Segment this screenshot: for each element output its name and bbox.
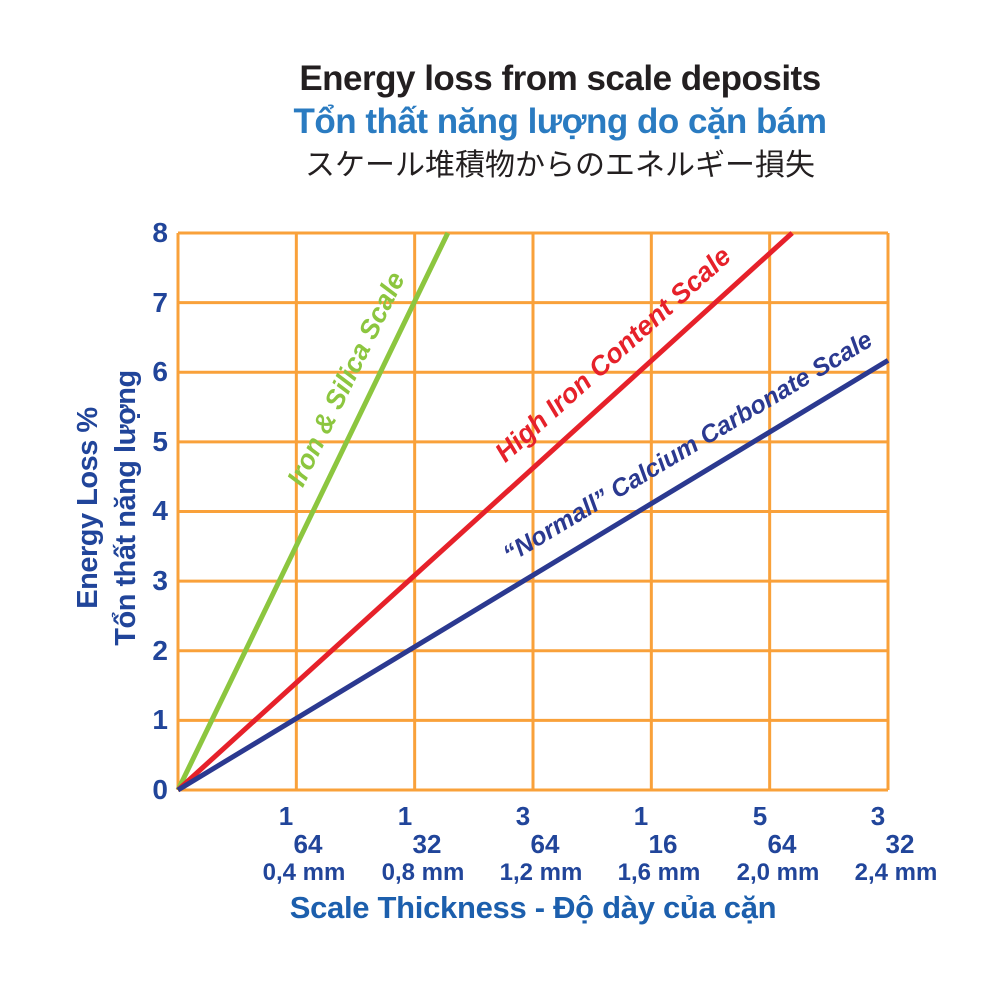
x-tick-mm: 0,8 mm bbox=[381, 859, 465, 886]
x-tick-numerator: 1 bbox=[278, 801, 294, 831]
series-label-iron-silica: Iron & Silica Scale bbox=[281, 267, 411, 491]
y-tick-2: 2 bbox=[152, 635, 168, 666]
x-tick-mm: 1,6 mm bbox=[617, 859, 701, 886]
x-tick-numerator: 5 bbox=[752, 801, 768, 831]
x-tick-numerator: 3 bbox=[870, 801, 886, 831]
chart-title-japanese: スケール堆積物からのエネルギー損失 bbox=[305, 149, 815, 182]
x-tick-denominator: 16 bbox=[648, 829, 678, 859]
y-tick-8: 8 bbox=[152, 217, 168, 248]
chart-title-english: Energy loss from scale deposits bbox=[299, 59, 821, 98]
x-tick-mm: 2,4 mm bbox=[854, 859, 938, 886]
x-tick-5-64: 5 64 2,0 mm bbox=[710, 802, 830, 886]
x-tick-denominator: 32 bbox=[885, 829, 915, 859]
x-tick-denominator: 32 bbox=[412, 829, 442, 859]
x-tick-mm: 2,0 mm bbox=[736, 859, 820, 886]
y-tick-3: 3 bbox=[152, 565, 168, 596]
y-tick-7: 7 bbox=[152, 287, 168, 318]
series-line-2 bbox=[176, 358, 890, 793]
series-line-1 bbox=[176, 231, 794, 792]
y-tick-4: 4 bbox=[152, 495, 168, 526]
y-tick-5: 5 bbox=[152, 426, 168, 457]
chart-title-vietnamese: Tổn thất năng lượng do cặn bám bbox=[293, 102, 828, 141]
y-tick-0: 0 bbox=[152, 774, 168, 805]
x-tick-numerator: 1 bbox=[397, 801, 413, 831]
x-tick-mm: 0,4 mm bbox=[262, 859, 346, 886]
x-tick-denominator: 64 bbox=[767, 829, 797, 859]
x-tick-1-64: 1 64 0,4 mm bbox=[236, 802, 356, 886]
title-block: Energy loss from scale deposits Tổn thất… bbox=[120, 58, 1000, 188]
x-axis-title: Scale Thickness - Độ dày của cặn bbox=[289, 890, 777, 925]
series-line-0 bbox=[175, 231, 451, 792]
y-axis-title-english: Energy Loss % bbox=[72, 407, 104, 609]
x-tick-denominator: 64 bbox=[530, 829, 560, 859]
y-tick-1: 1 bbox=[152, 704, 168, 735]
x-tick-numerator: 3 bbox=[515, 801, 531, 831]
series-lines bbox=[175, 231, 890, 793]
y-tick-6: 6 bbox=[152, 356, 168, 387]
x-tick-mm: 1,2 mm bbox=[499, 859, 583, 886]
x-tick-numerator: 1 bbox=[633, 801, 649, 831]
chart-plot: Iron & Silica Scale High Iron Content Sc… bbox=[175, 231, 890, 793]
grid-lines bbox=[176, 231, 890, 792]
x-tick-3-64: 3 64 1,2 mm bbox=[473, 802, 593, 886]
x-tick-denominator: 64 bbox=[293, 829, 323, 859]
x-tick-1-32: 1 32 0,8 mm bbox=[355, 802, 475, 886]
x-tick-3-32: 3 32 2,4 mm bbox=[828, 802, 948, 886]
x-tick-1-16: 1 16 1,6 mm bbox=[591, 802, 711, 886]
